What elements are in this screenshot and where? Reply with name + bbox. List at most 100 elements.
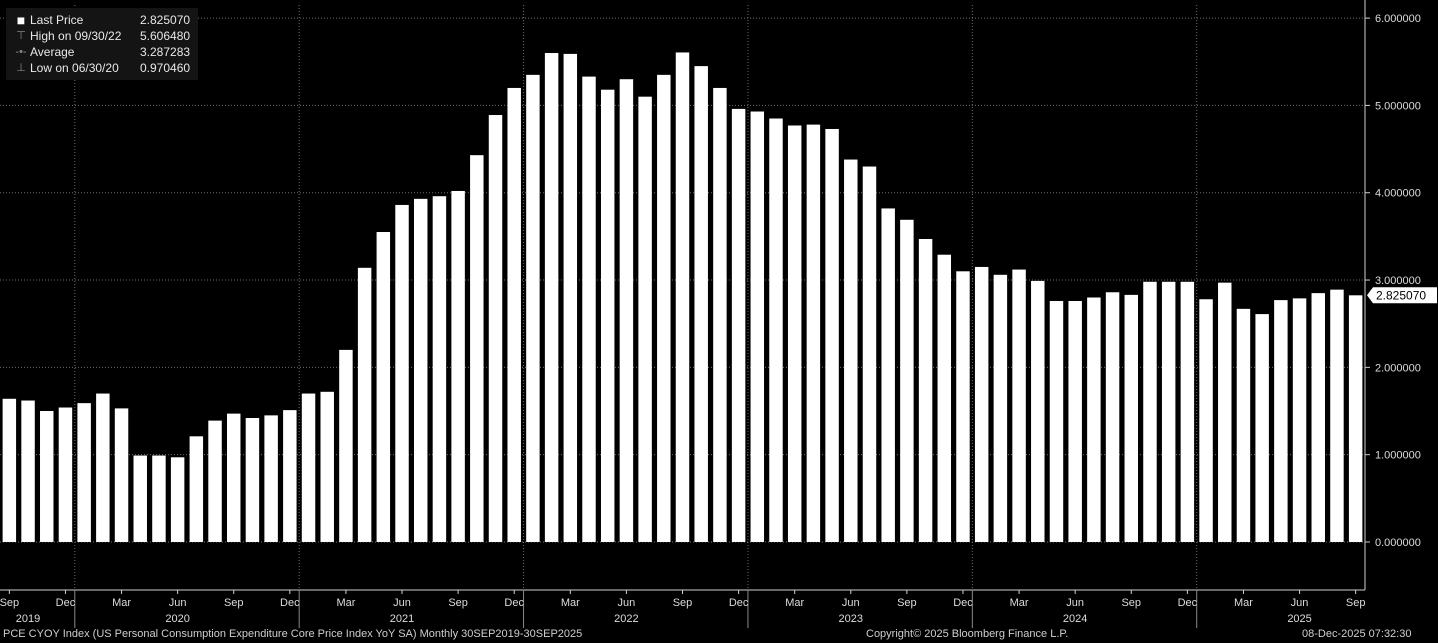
legend-label: Low on 06/30/20 (30, 61, 119, 75)
bar (750, 111, 765, 542)
bar (769, 118, 783, 542)
bar (208, 420, 222, 542)
bar (956, 271, 970, 542)
footer-copyright: Copyright© 2025 Bloomberg Finance L.P. (866, 628, 1069, 640)
bar (1012, 269, 1026, 542)
x-axis-ticks: Sep Dec Mar Jun Sep Dec Mar Jun Sep Dec Mar Jun Sep D… (0, 590, 1365, 628)
bar (675, 52, 690, 542)
bar (114, 408, 129, 542)
bar (320, 391, 334, 542)
x-tick-label: Jun (1066, 597, 1084, 609)
y-tick-label: 6.000000 (1375, 13, 1421, 25)
bar (974, 266, 989, 542)
x-tick-label: Jun (1291, 597, 1309, 609)
x-year-label: 2025 (1287, 613, 1311, 625)
bar (1105, 292, 1120, 542)
y-tick-label: 2.000000 (1375, 362, 1421, 374)
last-price-tag-shape (1367, 287, 1437, 304)
x-tick-label: Mar (336, 597, 355, 609)
bar (227, 413, 241, 542)
bar (451, 190, 465, 542)
bar (77, 403, 91, 542)
bar (1087, 297, 1101, 542)
legend-value: 0.970460 (140, 61, 191, 75)
low-marker-icon: ⊥ (16, 62, 26, 74)
legend-row-low: ⊥ Low on 06/30/20 0.970460 (12, 60, 190, 76)
y-axis-ticks: 0.000000 1.000000 2.000000 3.000000 4.000000… (1365, 13, 1421, 549)
x-tick-label: Mar (112, 597, 131, 609)
bar (1068, 300, 1082, 542)
x-tick-label: Sep (673, 597, 693, 609)
bar (40, 411, 54, 542)
bar (507, 87, 521, 542)
bar (563, 53, 578, 542)
x-tick-label: Mar (785, 597, 804, 609)
x-tick-label: Sep (0, 597, 19, 609)
x-tick-label: Dec (56, 597, 76, 609)
bar (58, 407, 73, 542)
bar (657, 74, 671, 542)
x-tick-label: Dec (504, 597, 524, 609)
x-tick-label: Jun (169, 597, 187, 609)
bar (844, 159, 858, 542)
bar (1236, 308, 1251, 542)
average-marker-icon: -•- (15, 46, 27, 58)
bar (283, 410, 297, 542)
legend-row-last-price: ■ Last Price 2.825070 (12, 12, 190, 28)
bar (638, 96, 652, 542)
legend-label: Last Price (30, 13, 84, 27)
bar (1180, 281, 1195, 542)
bar (993, 274, 1008, 542)
x-tick-label: Jun (393, 597, 411, 609)
bar (395, 204, 409, 542)
bar (413, 198, 428, 542)
bar (619, 79, 634, 542)
y-tick-label: 0.000000 (1375, 537, 1421, 549)
x-tick-label: Jun (842, 597, 860, 609)
y-tick-label: 1.000000 (1375, 450, 1421, 462)
bar (694, 66, 708, 542)
x-tick-label: Dec (953, 597, 973, 609)
x-tick-label: Mar (1010, 597, 1029, 609)
legend-value: 5.606480 (140, 29, 191, 43)
bar (2, 398, 17, 542)
bar (881, 208, 895, 542)
bar (1292, 298, 1307, 542)
bar (152, 455, 166, 542)
footer-timestamp: 08-Dec-2025 07:32:30 (1302, 628, 1412, 640)
x-tick-label: Mar (1234, 597, 1253, 609)
bar (1161, 281, 1176, 542)
bar (1199, 299, 1213, 542)
bar (825, 128, 839, 542)
bar (1348, 295, 1363, 542)
last-price-tag-label: 2.825070 (1376, 288, 1426, 302)
bar (862, 166, 877, 542)
bar (526, 74, 540, 542)
high-marker-icon: ⊤ (16, 30, 26, 42)
chart-legend: ■ Last Price 2.825070 ⊤ High on 09/30/22… (6, 8, 199, 80)
bar (806, 124, 821, 542)
y-tick-label: 3.000000 (1375, 275, 1421, 287)
legend-label: High on 09/30/22 (30, 29, 122, 43)
legend-value: 3.287283 (140, 45, 191, 59)
x-tick-label: Dec (280, 597, 300, 609)
bar (264, 415, 278, 542)
bar (900, 219, 914, 542)
legend-label: Average (30, 45, 75, 59)
x-year-label: 2024 (1063, 613, 1087, 625)
x-year-label: 2023 (839, 613, 863, 625)
bar (96, 393, 110, 542)
square-icon: ■ (16, 12, 26, 28)
bar (376, 232, 391, 542)
x-year-label: 2021 (390, 613, 414, 625)
bar (339, 349, 353, 542)
bar (21, 400, 35, 542)
legend-value: 2.825070 (140, 13, 191, 27)
bar (189, 436, 204, 542)
bar (1124, 294, 1138, 542)
bar (133, 455, 147, 542)
x-year-label: 2020 (165, 613, 189, 625)
x-tick-label: Dec (1178, 597, 1198, 609)
bar (787, 125, 802, 542)
